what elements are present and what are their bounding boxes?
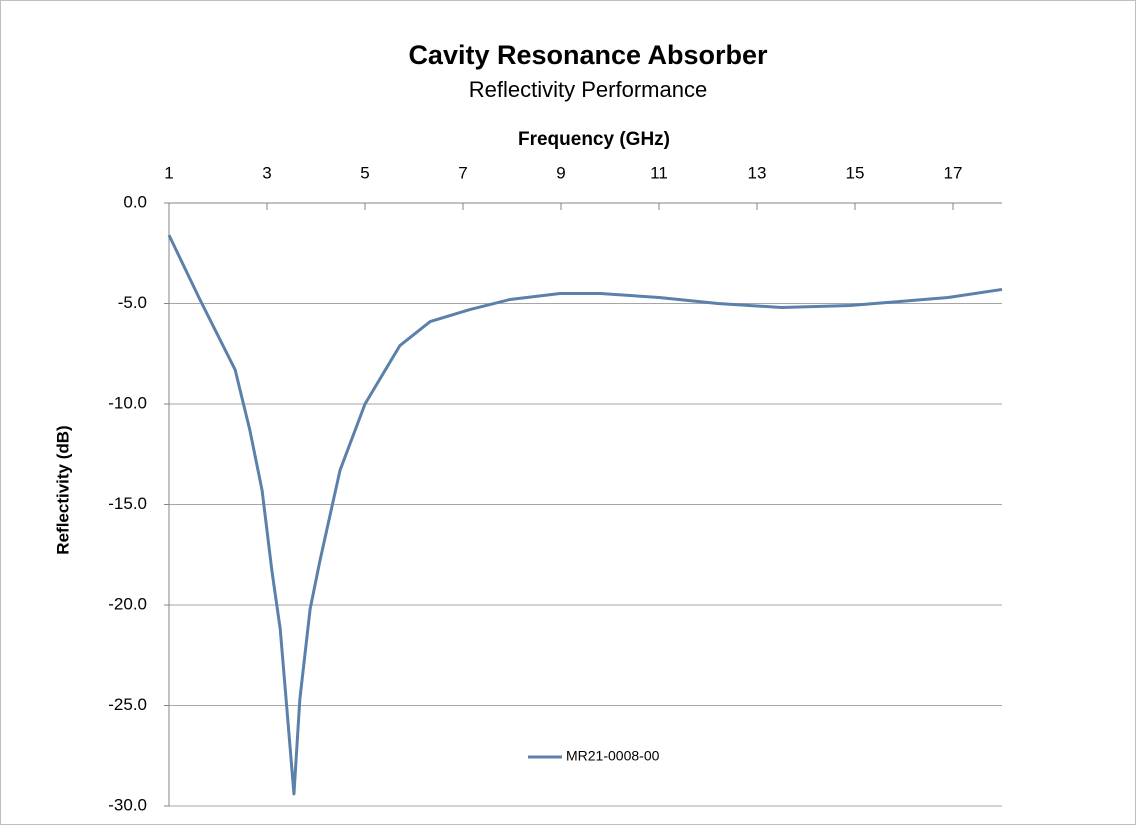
y-axis-label: Reflectivity (dB): [53, 425, 72, 554]
x-tick-label: 9: [556, 163, 565, 182]
x-tick-label: 5: [360, 163, 369, 182]
y-tick-label: -30.0: [108, 795, 147, 814]
x-tick-label: 15: [846, 163, 865, 182]
y-tick-label: -25.0: [108, 695, 147, 714]
x-tick-label: 3: [262, 163, 271, 182]
chart-subtitle: Reflectivity Performance: [469, 77, 707, 102]
chart-title: Cavity Resonance Absorber: [408, 40, 768, 70]
x-tick-label: 11: [650, 163, 668, 182]
x-tick-label: 7: [458, 163, 467, 182]
x-tick-label: 1: [164, 163, 173, 182]
y-tick-label: 0.0: [123, 192, 147, 211]
y-tick-label: -10.0: [108, 393, 147, 412]
x-tick-label: 13: [748, 163, 767, 182]
series-line: [167, 234, 1003, 796]
x-tick-label: 17: [944, 163, 963, 182]
x-axis-label: Frequency (GHz): [518, 129, 670, 150]
y-tick-label: -20.0: [108, 594, 147, 613]
legend-label: MR21-0008-00: [566, 748, 660, 764]
y-tick-label: -15.0: [108, 494, 147, 513]
y-tick-label: -5.0: [118, 293, 147, 312]
